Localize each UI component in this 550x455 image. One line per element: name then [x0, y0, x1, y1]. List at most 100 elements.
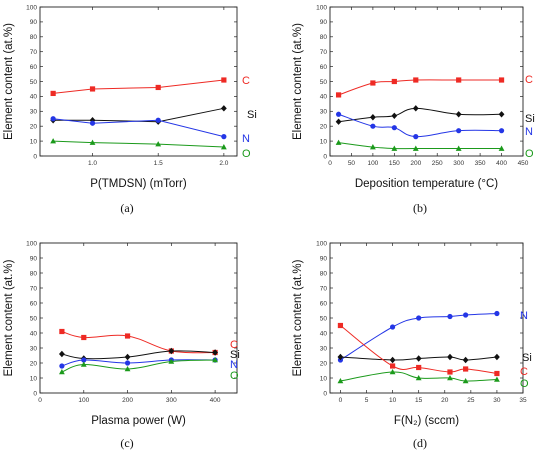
y-axis-label: Element content (at.%)	[292, 23, 304, 140]
series-label-si: Si	[230, 349, 240, 361]
y-tick-label: 20	[30, 124, 38, 131]
data-point-o	[494, 376, 500, 382]
y-tick-label: 100	[26, 4, 37, 11]
series-line-si	[53, 107, 224, 123]
data-point-c	[124, 333, 131, 339]
data-point-si	[415, 355, 422, 362]
y-tick-label: 30	[320, 109, 328, 116]
x-tick-label: 10	[389, 397, 397, 404]
data-point-o	[447, 375, 453, 381]
data-point-o	[155, 141, 162, 147]
data-point-si	[412, 105, 419, 112]
data-point-n	[50, 116, 56, 122]
y-tick-label: 60	[320, 64, 328, 71]
y-tick-label: 100	[26, 240, 37, 247]
data-point-o	[412, 145, 419, 151]
data-point-o	[124, 366, 131, 372]
data-point-o	[220, 144, 227, 150]
x-tick-label: 300	[453, 160, 464, 167]
x-tick-label: 30	[493, 397, 501, 404]
data-point-c	[416, 364, 422, 371]
y-tick-label: 60	[30, 300, 38, 307]
x-tick-label: 400	[496, 160, 507, 167]
data-point-o	[462, 378, 469, 384]
y-tick-label: 100	[316, 4, 327, 11]
data-point-n	[335, 111, 342, 117]
data-point-o	[337, 378, 344, 384]
data-point-c	[391, 78, 397, 85]
data-point-c	[337, 322, 344, 329]
y-tick-label: 10	[320, 138, 328, 145]
x-tick-label: 5	[365, 397, 369, 404]
y-tick-label: 80	[30, 34, 38, 41]
chart-panel-a: 0 10 20 30 40 50 60 70 80 90 100 1.0 1.5 2.0 P(TMDSN) …	[3, 4, 257, 215]
plot-frame	[39, 242, 238, 394]
x-tick-label: 0	[339, 397, 343, 404]
y-tick-label: 60	[320, 300, 328, 307]
data-point-c	[81, 334, 87, 341]
data-point-si	[369, 114, 376, 121]
series-label-o: O	[520, 378, 529, 390]
y-tick-label: 0	[33, 390, 37, 397]
plot-frame	[329, 6, 524, 157]
data-point-si	[498, 111, 505, 118]
x-axis-label: Deposition temperature (°C)	[355, 178, 498, 190]
series-label-si: Si	[522, 352, 532, 364]
data-point-n	[221, 134, 227, 140]
data-point-c	[494, 370, 500, 377]
data-point-c	[155, 84, 161, 91]
data-point-o	[369, 144, 376, 150]
data-point-n	[59, 363, 65, 369]
x-tick-label: 200	[410, 160, 421, 167]
data-point-c	[50, 90, 56, 97]
series-label-c: C	[525, 74, 533, 86]
y-tick-label: 90	[320, 19, 328, 26]
series-label-o: O	[230, 370, 239, 382]
data-point-c	[59, 328, 65, 335]
data-point-o	[168, 358, 175, 364]
y-tick-label: 90	[30, 255, 38, 262]
y-axis-label: Element content (at.%)	[292, 259, 304, 376]
x-tick-label: 35	[519, 397, 527, 404]
data-point-o	[389, 369, 396, 375]
y-tick-label: 30	[30, 109, 38, 116]
series-line-n	[53, 118, 224, 138]
x-tick-label: 350	[475, 160, 486, 167]
data-point-o	[58, 369, 65, 375]
x-axis-label: Plasma power (W)	[91, 415, 186, 427]
data-point-si	[391, 112, 398, 119]
y-tick-label: 0	[323, 390, 327, 397]
y-tick-label: 50	[30, 79, 38, 86]
series-line-n	[338, 113, 502, 138]
series-line-c	[61, 331, 216, 354]
data-point-o	[50, 138, 57, 144]
x-tick-label: 100	[78, 397, 89, 404]
y-axis-label: Element content (at.%)	[3, 23, 15, 140]
x-tick-label: 20	[441, 397, 449, 404]
x-tick-label: 1.0	[88, 160, 97, 167]
y-tick-label: 20	[320, 124, 328, 131]
data-point-o	[391, 145, 398, 151]
plot-frame	[329, 242, 524, 394]
data-point-n	[391, 125, 397, 131]
data-point-si	[462, 356, 469, 364]
x-tick-label: 450	[518, 160, 529, 167]
y-tick-label: 100	[316, 240, 327, 247]
series-label-n: N	[520, 310, 528, 322]
data-point-si	[220, 105, 227, 112]
data-point-si	[212, 349, 219, 356]
data-point-n	[413, 134, 419, 140]
x-tick-label: 250	[432, 160, 443, 167]
data-point-si	[335, 118, 342, 125]
series-label-c: C	[230, 339, 238, 351]
data-point-c	[413, 77, 419, 83]
series-label-o: O	[242, 148, 251, 160]
y-tick-label: 10	[30, 138, 38, 145]
x-tick-label: 15	[415, 397, 423, 404]
data-point-c	[89, 86, 96, 92]
data-point-o	[415, 375, 422, 381]
y-tick-label: 10	[320, 375, 328, 382]
series-label-si: Si	[525, 113, 535, 125]
y-tick-label: 70	[320, 49, 328, 56]
